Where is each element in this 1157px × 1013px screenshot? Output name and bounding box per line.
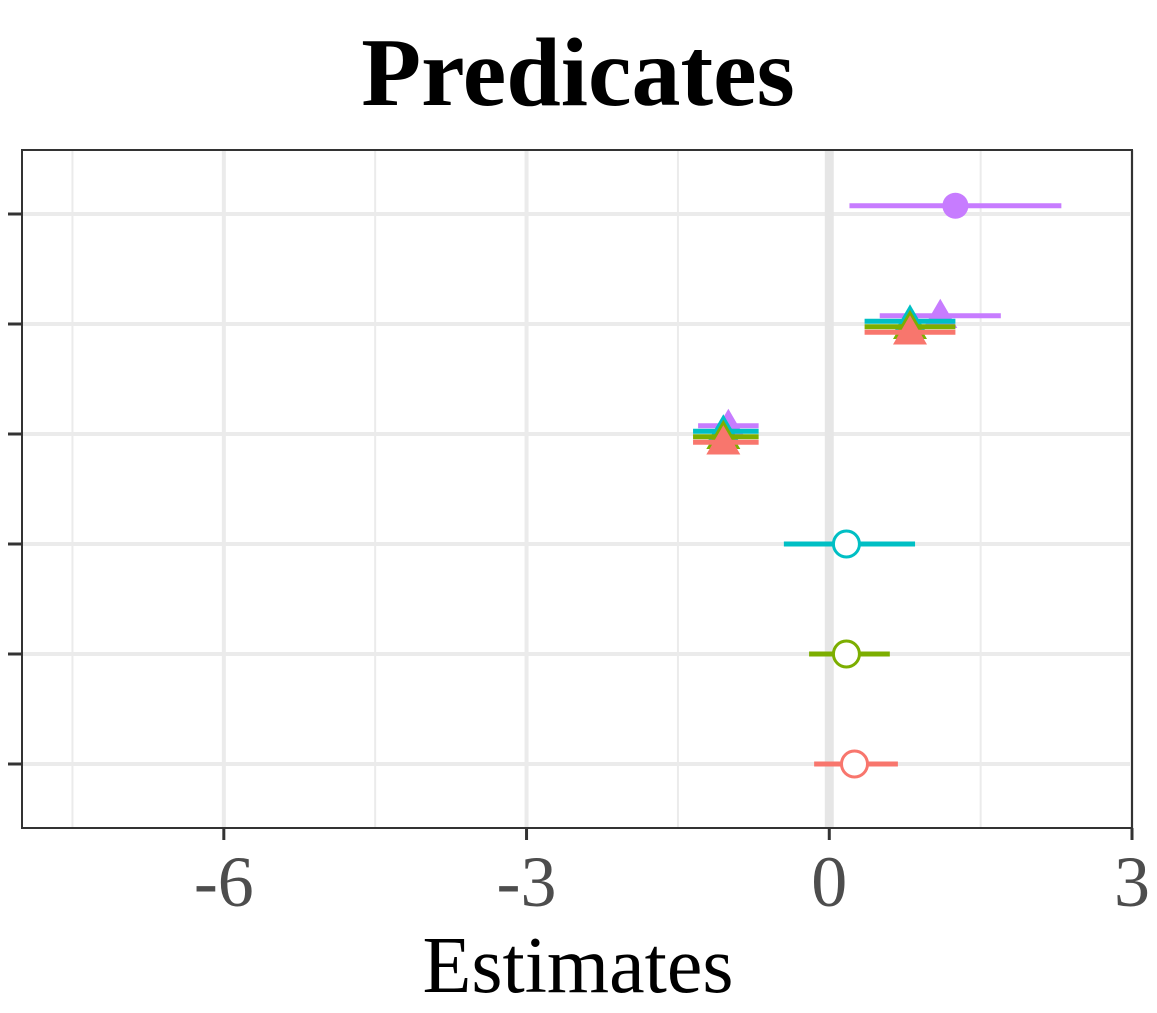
point-marker (831, 529, 861, 559)
point-marker (893, 315, 927, 345)
estimate-point-11 (809, 639, 890, 669)
point-marker (942, 192, 969, 219)
x-tick-label: 3 (1114, 842, 1150, 922)
x-axis-label: Estimates (422, 922, 733, 1008)
chart-title: Predicates (361, 19, 795, 127)
x-tick-label: -6 (194, 842, 254, 922)
x-tick-layer: -6 -3 0 3 (194, 828, 1150, 922)
estimate-point-9 (693, 425, 759, 455)
estimate-point-10 (783, 529, 916, 559)
estimate-point-1 (849, 192, 1062, 219)
x-tick-label: -3 (497, 842, 557, 922)
point-marker (831, 639, 861, 669)
marks-layer (693, 192, 1062, 779)
grid-layer (22, 150, 1134, 828)
estimate-point-12 (814, 749, 898, 779)
panel-border (21, 149, 1133, 829)
estimate-point-5 (864, 315, 956, 345)
point-marker (840, 749, 869, 779)
point-marker (706, 425, 741, 455)
y-tick-layer (8, 212, 22, 766)
x-tick-label: 0 (811, 842, 847, 922)
